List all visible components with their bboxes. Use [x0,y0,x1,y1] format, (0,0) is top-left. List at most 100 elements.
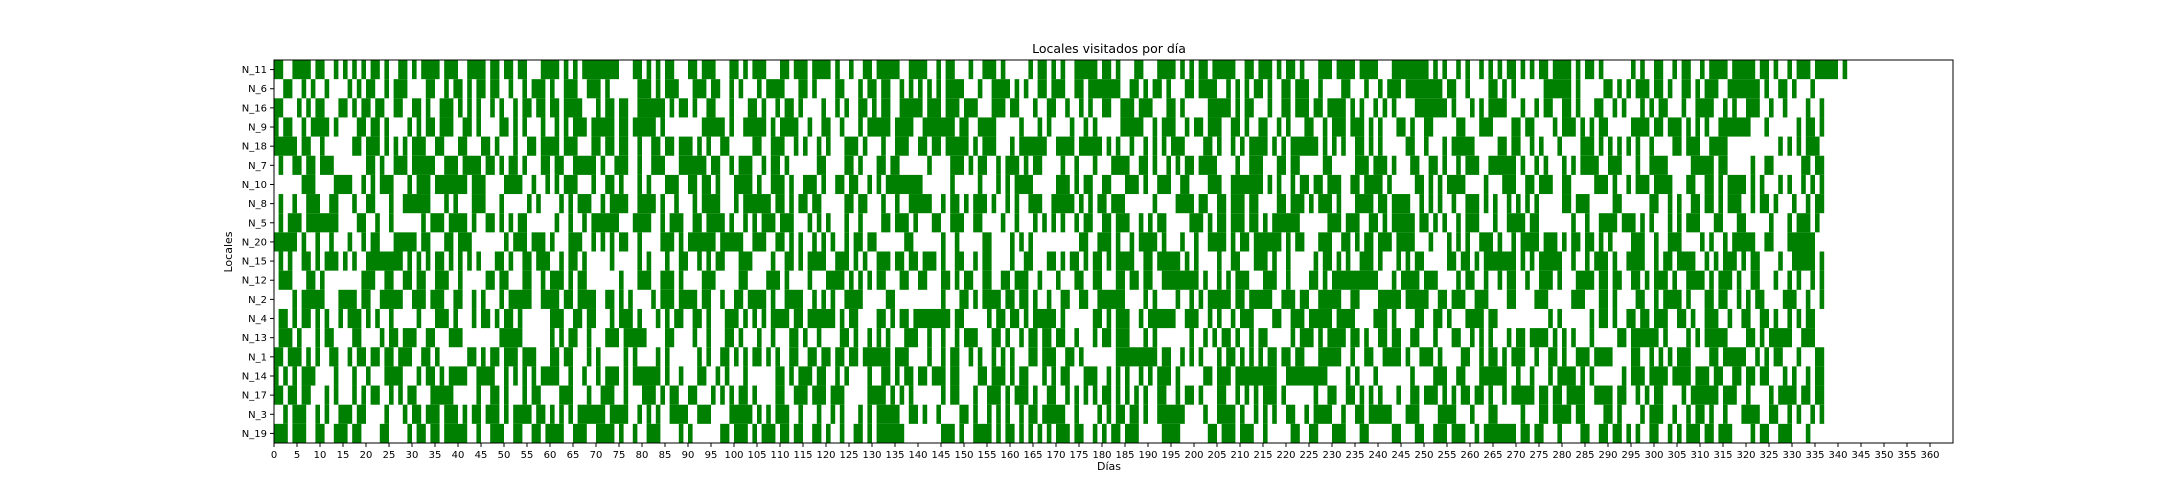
visit-cell-N_12 [1750,270,1760,290]
visit-cell-N_16 [1391,98,1397,118]
visit-cell-N_14 [1759,366,1769,386]
visit-cell-N_2 [1207,289,1231,309]
visit-cell-N_3 [1005,404,1010,424]
visit-cell-N_10 [1207,174,1222,195]
visit-cell-N_2 [499,289,504,309]
x-tick-label: 335 [1805,450,1824,461]
y-tick-label: N_16 [242,103,267,114]
visit-cell-N_2 [734,289,744,309]
visit-cell-N_8 [402,194,431,214]
visit-cell-N_20 [1253,232,1282,252]
visit-cell-N_16 [1723,98,1728,118]
visit-cell-N_5 [950,213,964,233]
visit-cell-N_13 [605,328,619,348]
visit-cell-N_20 [1180,232,1185,252]
visit-cell-N_13 [389,328,399,348]
visit-cell-N_17 [1654,385,1664,405]
visit-cell-N_20 [830,232,836,252]
visit-cell-N_10 [531,174,537,195]
visit-cell-N_1 [435,347,440,367]
visit-cell-N_15 [1069,251,1079,271]
visit-cell-N_3 [1819,404,1825,424]
visit-cell-N_4 [876,308,886,329]
visit-cell-N_8 [329,194,339,214]
visit-cell-N_11 [1442,60,1447,80]
visit-cell-N_8 [881,194,886,214]
visit-cell-N_16 [1373,98,1378,118]
visit-cell-N_17 [1345,385,1355,405]
visit-cell-N_10 [821,174,826,195]
visit-cell-N_11 [1631,60,1636,80]
visit-cell-N_3 [471,404,481,424]
visit-cell-N_1 [1217,347,1222,367]
visit-cell-N_3 [1810,404,1815,424]
visit-cell-N_9 [1396,117,1406,137]
visit-cell-N_11 [936,60,941,80]
visit-cell-N_20 [513,232,527,252]
visit-cell-N_17 [738,385,748,405]
visit-cell-N_20 [504,232,509,252]
visit-cell-N_9 [1304,117,1314,137]
visit-cell-N_20 [867,232,877,252]
visit-cell-N_12 [1092,270,1102,290]
visit-cell-N_10 [1005,174,1010,195]
visit-cell-N_13 [876,328,882,348]
visit-cell-N_18 [1805,136,1820,156]
visit-cell-N_11 [1276,60,1282,80]
y-tick-label: N_5 [248,218,267,229]
visit-cell-N_17 [711,385,716,405]
visit-cell-N_7 [858,155,863,175]
visit-cell-N_13 [665,328,675,348]
x-tick-label: 125 [839,450,858,461]
x-tick-label: 65 [567,450,580,461]
visit-cell-N_8 [1667,194,1673,214]
visit-cell-N_19 [416,423,426,443]
visit-cell-N_17 [1566,385,1585,405]
visit-cell-N_14 [1042,366,1047,386]
visit-cell-N_4 [770,308,790,329]
visit-cell-N_6 [1511,79,1516,99]
visit-cell-N_17 [352,385,357,405]
visit-cell-N_16 [425,98,431,118]
visit-cell-N_16 [927,98,941,118]
visit-cell-N_2 [1506,289,1516,309]
visit-cell-N_3 [1028,404,1038,424]
visit-cell-N_6 [356,79,362,99]
visit-cell-N_12 [361,270,376,290]
visit-cell-N_8 [366,194,376,214]
visit-cell-N_15 [287,251,293,271]
visit-cell-N_18 [402,136,408,156]
visit-cell-N_13 [1364,328,1369,348]
visit-cell-N_10 [1230,174,1263,195]
x-tick-label: 90 [682,450,695,461]
visit-cell-N_5 [858,213,863,233]
visit-cell-N_7 [1175,155,1181,175]
visit-cell-N_10 [1801,174,1806,195]
visit-cell-N_18 [1056,136,1075,156]
visit-cell-N_8 [895,194,900,214]
x-tick-label: 350 [1874,450,1893,461]
x-tick-label: 75 [613,450,626,461]
visit-cell-N_4 [375,308,380,329]
x-tick-label: 205 [1207,450,1226,461]
visit-cell-N_15 [862,251,868,271]
visit-cell-N_7 [1138,155,1148,175]
visit-cell-N_16 [761,98,767,118]
visit-cell-N_10 [370,174,376,195]
visit-cell-N_7 [379,155,385,175]
visit-cell-N_19 [1557,423,1562,443]
visit-cell-N_19 [1207,423,1217,443]
visit-cell-N_5 [421,213,426,233]
visit-cell-N_20 [1364,232,1374,252]
visit-cell-N_12 [1736,270,1742,290]
visit-cell-N_14 [1815,366,1825,386]
visit-cell-N_18 [1203,136,1213,156]
visit-cell-N_11 [563,60,569,80]
visit-cell-N_9 [1479,117,1493,137]
visit-cell-N_4 [1115,308,1130,329]
visit-cell-N_8 [471,194,486,214]
visit-cell-N_18 [301,136,311,156]
visit-cell-N_18 [895,136,909,156]
visit-cell-N_16 [872,98,877,118]
visit-cell-N_8 [1097,194,1107,214]
